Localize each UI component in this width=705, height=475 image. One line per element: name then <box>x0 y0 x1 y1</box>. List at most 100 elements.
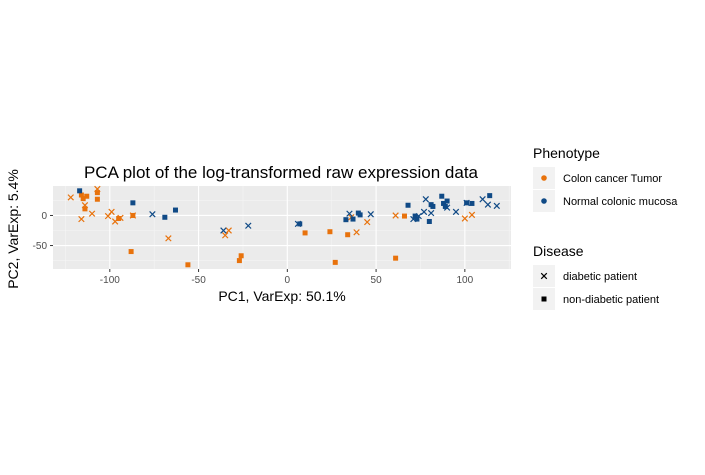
data-point-colon-cancer-tumor-non-diabetic-patient <box>327 229 333 235</box>
legend-key-marker <box>540 272 548 280</box>
x-stroke <box>108 208 115 216</box>
x-stroke <box>392 212 399 219</box>
x-stroke <box>427 209 435 217</box>
x-stroke <box>484 201 492 208</box>
plot-panel <box>53 186 511 269</box>
data-point-normal-colonic-mucosa-diabetic-patient <box>427 209 435 217</box>
legend-entry-label: non-diabetic patient <box>563 294 659 306</box>
x-tick-label: 100 <box>457 275 474 286</box>
x-tick-label: -100 <box>100 275 120 286</box>
x-stroke <box>88 210 96 217</box>
data-point-normal-colonic-mucosa-non-diabetic-patient <box>444 198 450 204</box>
data-point-normal-colonic-mucosa-non-diabetic-patient <box>130 200 136 206</box>
data-point-normal-colonic-mucosa-non-diabetic-patient <box>430 203 436 209</box>
data-point-colon-cancer-tumor-diabetic-patient <box>78 215 85 223</box>
data-point-colon-cancer-tumor-diabetic-patient <box>363 218 371 226</box>
x-stroke <box>220 227 227 234</box>
data-point-normal-colonic-mucosa-non-diabetic-patient <box>357 212 363 218</box>
data-point-colon-cancer-tumor-non-diabetic-patient <box>302 230 308 236</box>
data-point-colon-cancer-tumor-non-diabetic-patient <box>84 193 90 199</box>
x-stroke <box>422 196 430 203</box>
grid-layer <box>53 186 511 269</box>
data-point-normal-colonic-mucosa-non-diabetic-patient <box>439 193 445 199</box>
data-point-normal-colonic-mucosa-diabetic-patient <box>367 211 374 218</box>
data-point-normal-colonic-mucosa-diabetic-patient <box>493 202 501 210</box>
x-tick-label: 50 <box>371 275 383 286</box>
data-point-normal-colonic-mucosa-non-diabetic-patient <box>350 216 356 222</box>
data-point-normal-colonic-mucosa-diabetic-patient <box>422 196 430 203</box>
data-point-normal-colonic-mucosa-non-diabetic-patient <box>297 221 303 227</box>
data-point-colon-cancer-tumor-non-diabetic-patient <box>238 253 244 259</box>
data-point-colon-cancer-tumor-non-diabetic-patient <box>345 232 351 238</box>
x-stroke <box>149 211 156 218</box>
data-point-normal-colonic-mucosa-diabetic-patient <box>452 208 460 216</box>
x-stroke <box>367 211 374 218</box>
x-stroke <box>479 196 486 203</box>
data-point-normal-colonic-mucosa-non-diabetic-patient <box>343 217 349 223</box>
x-stroke <box>461 215 469 222</box>
data-point-normal-colonic-mucosa-diabetic-patient <box>220 227 227 234</box>
data-point-colon-cancer-tumor-non-diabetic-patient <box>332 259 338 265</box>
data-point-normal-colonic-mucosa-non-diabetic-patient <box>405 202 411 208</box>
x-stroke <box>78 215 85 223</box>
data-point-normal-colonic-mucosa-non-diabetic-patient <box>487 193 493 199</box>
data-point-colon-cancer-tumor-diabetic-patient <box>225 227 232 234</box>
data-point-colon-cancer-tumor-non-diabetic-patient <box>94 190 100 196</box>
x-stroke <box>67 194 74 201</box>
data-point-normal-colonic-mucosa-diabetic-patient <box>479 196 486 203</box>
legend-layer: Phenotype Colon cancer Tumor Normal coloni… <box>533 145 678 310</box>
data-point-normal-colonic-mucosa-diabetic-patient <box>149 211 156 218</box>
data-point-normal-colonic-mucosa-non-diabetic-patient <box>469 200 475 206</box>
data-point-colon-cancer-tumor-diabetic-patient <box>353 229 360 236</box>
x-stroke <box>363 218 371 226</box>
data-point-normal-colonic-mucosa-non-diabetic-patient <box>162 214 168 220</box>
data-point-colon-cancer-tumor-diabetic-patient <box>108 208 115 216</box>
data-point-colon-cancer-tumor-diabetic-patient <box>392 212 399 219</box>
x-tick-label: -50 <box>191 275 206 286</box>
data-point-colon-cancer-tumor-non-diabetic-patient <box>78 192 84 198</box>
x-stroke <box>468 211 476 219</box>
data-point-colon-cancer-tumor-non-diabetic-patient <box>393 255 399 261</box>
x-stroke <box>353 229 360 236</box>
data-point-colon-cancer-tumor-non-diabetic-patient <box>401 213 407 219</box>
axis-layer: -100 -50 0 50 100 0 -50 <box>33 211 474 286</box>
legend-key-marker <box>541 296 547 302</box>
data-point-colon-cancer-tumor-non-diabetic-patient <box>130 212 136 218</box>
x-stroke <box>346 210 353 217</box>
data-point-normal-colonic-mucosa-non-diabetic-patient <box>442 203 448 209</box>
data-point-normal-colonic-mucosa-diabetic-patient <box>245 222 252 229</box>
data-point-normal-colonic-mucosa-non-diabetic-patient <box>426 218 432 224</box>
x-stroke <box>540 272 548 280</box>
data-point-normal-colonic-mucosa-non-diabetic-patient <box>172 207 178 213</box>
legend-entry-label: diabetic patient <box>563 271 637 283</box>
chart-title: PCA plot of the log-transformed raw expr… <box>84 163 479 182</box>
points-layer <box>67 185 501 268</box>
y-tick-label: -50 <box>33 241 48 252</box>
x-stroke <box>420 208 428 216</box>
data-point-colon-cancer-tumor-diabetic-patient <box>221 232 229 239</box>
data-point-normal-colonic-mucosa-diabetic-patient <box>484 201 492 208</box>
legend-title: Phenotype <box>533 145 600 161</box>
data-point-colon-cancer-tumor-non-diabetic-patient <box>185 262 191 268</box>
data-point-colon-cancer-tumor-non-diabetic-patient <box>82 206 88 212</box>
legend-entry-label: Normal colonic mucosa <box>563 196 678 208</box>
data-point-colon-cancer-tumor-diabetic-patient <box>468 211 476 219</box>
data-point-colon-cancer-tumor-non-diabetic-patient <box>94 196 100 202</box>
data-point-colon-cancer-tumor-non-diabetic-patient <box>236 258 242 264</box>
x-stroke <box>493 202 501 210</box>
legend-key-marker <box>541 198 547 204</box>
data-point-normal-colonic-mucosa-non-diabetic-patient <box>412 213 418 219</box>
legend-entry-label: Colon cancer Tumor <box>563 173 662 185</box>
data-point-colon-cancer-tumor-diabetic-patient <box>88 210 96 217</box>
data-point-normal-colonic-mucosa-non-diabetic-patient <box>414 216 420 222</box>
legend-title: Disease <box>533 243 584 259</box>
x-tick-label: 0 <box>285 275 291 286</box>
data-point-normal-colonic-mucosa-non-diabetic-patient <box>77 188 83 194</box>
data-point-normal-colonic-mucosa-diabetic-patient <box>420 208 428 216</box>
x-axis-label: PC1, VarExp: 50.1% <box>218 288 345 304</box>
data-point-normal-colonic-mucosa-diabetic-patient <box>346 210 353 217</box>
x-stroke <box>165 235 172 242</box>
data-point-colon-cancer-tumor-non-diabetic-patient <box>80 196 86 202</box>
x-stroke <box>245 222 252 229</box>
